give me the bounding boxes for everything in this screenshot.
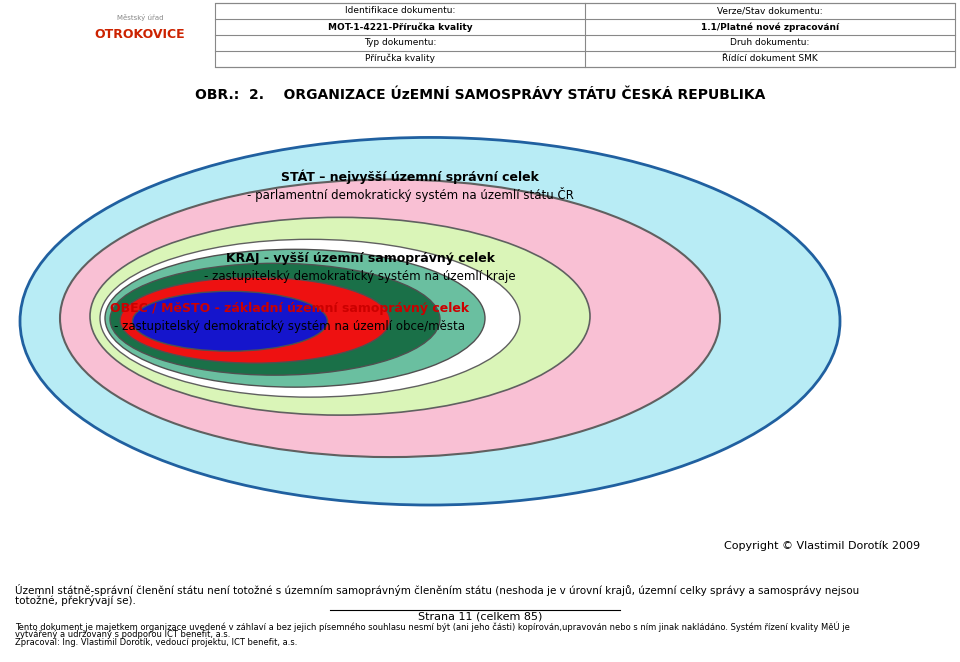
Ellipse shape — [20, 138, 840, 505]
Text: OTROKOVICE: OTROKOVICE — [95, 28, 185, 41]
Text: Typ dokumentu:: Typ dokumentu: — [364, 38, 436, 47]
Text: Zpracoval: Ing. Vlastimil Dorotík, vedoucí projektu, ICT benefit, a.s.: Zpracoval: Ing. Vlastimil Dorotík, vedou… — [15, 638, 298, 647]
Text: OBR.:  2.    ORGANIZACE ÚzEMNÍ SAMOSPRÁVY STÁTU ČESKÁ REPUBLIKA: OBR.: 2. ORGANIZACE ÚzEMNÍ SAMOSPRÁVY ST… — [195, 89, 765, 103]
Text: totožné, překrývají se).: totožné, překrývají se). — [15, 595, 136, 606]
Ellipse shape — [120, 277, 390, 363]
Text: Verze/Stav dokumentu:: Verze/Stav dokumentu: — [717, 7, 823, 15]
Text: Řídící dokument SMK: Řídící dokument SMK — [722, 54, 818, 63]
Text: OBEC / MěSTO - základní územní samoprávný celek: OBEC / MěSTO - základní územní samoprávn… — [110, 302, 469, 314]
Text: - zastupitelský demokratický systém na územlí kraje: - zastupitelský demokratický systém na ú… — [204, 270, 516, 283]
Text: Městský úřad: Městský úřad — [117, 15, 163, 21]
Text: Územnl státně-správní členění státu není totožné s územním samoprávným členěním : Územnl státně-správní členění státu není… — [15, 584, 859, 596]
Ellipse shape — [132, 291, 327, 352]
Text: KRAJ - vyšší územní samoprávný celek: KRAJ - vyšší územní samoprávný celek — [226, 252, 494, 265]
Ellipse shape — [100, 240, 520, 397]
Text: Strana 11 (celkem 85): Strana 11 (celkem 85) — [418, 612, 542, 622]
Text: Druh dokumentu:: Druh dokumentu: — [731, 38, 809, 47]
Text: vytvářený a udržovaný s podporou ICT benefit, a.s.: vytvářený a udržovaný s podporou ICT ben… — [15, 630, 230, 639]
Text: Tento dokument je majetkem organizace uvedené v záhlaví a bez jejich písemného s: Tento dokument je majetkem organizace uv… — [15, 622, 850, 632]
Ellipse shape — [110, 263, 440, 375]
Ellipse shape — [90, 217, 590, 415]
Ellipse shape — [105, 250, 485, 387]
Text: - zastupitelský demokratický systém na územlí obce/města: - zastupitelský demokratický systém na ú… — [114, 320, 466, 333]
Text: STÁT – nejvyšší územní správní celek: STÁT – nejvyšší územní správní celek — [281, 169, 539, 183]
Bar — [215, 3, 955, 66]
Text: 1.1/Platné nové zpracování: 1.1/Platné nové zpracování — [701, 22, 839, 32]
Text: - parlamentní demokratický systém na územlí státu ČR: - parlamentní demokratický systém na úze… — [247, 187, 573, 202]
Text: Identifikace dokumentu:: Identifikace dokumentu: — [345, 7, 455, 15]
Text: MOT-1-4221-Příručka kvality: MOT-1-4221-Příručka kvality — [327, 22, 472, 32]
Ellipse shape — [60, 179, 720, 457]
Text: Copyright © Vlastimil Dorotík 2009: Copyright © Vlastimil Dorotík 2009 — [724, 541, 920, 551]
Text: Příručka kvality: Příručka kvality — [365, 54, 435, 64]
